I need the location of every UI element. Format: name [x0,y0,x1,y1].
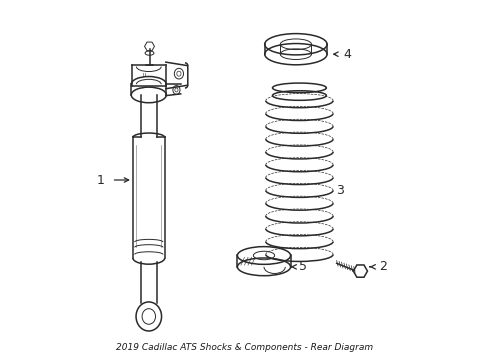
Text: 1: 1 [97,174,104,186]
Text: 2: 2 [378,260,386,273]
Text: 2019 Cadillac ATS Shocks & Components - Rear Diagram: 2019 Cadillac ATS Shocks & Components - … [116,343,372,352]
Text: 5: 5 [298,260,306,273]
Text: 4: 4 [343,48,350,61]
Text: 3: 3 [336,184,344,197]
Text: LI: LI [142,73,147,78]
